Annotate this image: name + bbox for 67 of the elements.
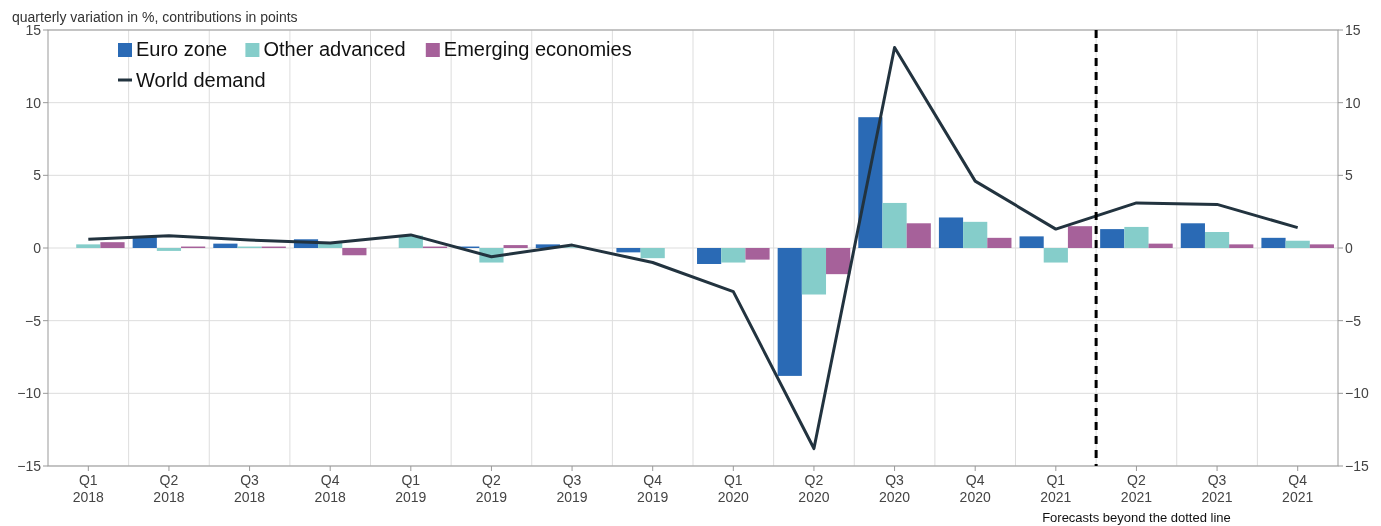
x-tick-label: Q3 2018 [233, 472, 266, 505]
bar [342, 248, 367, 256]
y-tick-label: −10 [17, 385, 42, 402]
x-tick-label: Q3 2019 [556, 472, 588, 505]
legend-label: World demand [136, 69, 266, 91]
bar [801, 248, 827, 295]
legend-label: Other advanced [263, 38, 406, 60]
bar [640, 248, 665, 259]
bar [1261, 237, 1286, 248]
x-tick-label: Q2 2019 [475, 472, 508, 505]
y2-tick-label: 5 [1345, 167, 1353, 184]
x-tick-label: Q4 2018 [314, 472, 346, 505]
y-tick-label: 0 [33, 240, 42, 256]
y2-tick-label: −5 [1345, 312, 1362, 329]
bar [76, 244, 101, 248]
bar [987, 237, 1012, 248]
bar [938, 217, 964, 248]
bar [156, 248, 182, 251]
bar [616, 248, 641, 253]
bar [697, 248, 722, 264]
y-tick-label: −5 [25, 312, 42, 329]
y2-tick-label: 15 [1345, 22, 1361, 38]
bar [1148, 243, 1173, 248]
bar [1124, 226, 1149, 248]
y-tick-label: 5 [33, 167, 42, 184]
chart-subtitle: quarterly variation in %, contributions in points [12, 9, 298, 25]
bar [963, 221, 988, 248]
x-tick-label: Q1 2019 [395, 472, 427, 505]
x-tick-label: Q4 2021 [1282, 472, 1314, 505]
bar [100, 242, 125, 248]
x-tick-label: Q3 2021 [1201, 472, 1233, 505]
x-tick-label: Q4 2020 [959, 472, 991, 505]
y-tick-label: 10 [25, 94, 42, 111]
bar [1204, 232, 1230, 248]
text: Forecasts beyond the dotted line [1042, 510, 1231, 525]
bar [1229, 244, 1254, 248]
bar [213, 243, 238, 248]
bar [1100, 229, 1125, 248]
x-tick-label: Q2 2021 [1120, 472, 1153, 505]
bar [1043, 248, 1068, 263]
x-tick-label: Q4 2019 [637, 472, 669, 505]
y2-tick-label: 0 [1345, 240, 1353, 256]
bar [1067, 226, 1093, 248]
y-tick-label: 15 [25, 22, 42, 38]
bar [503, 245, 528, 248]
x-tick-label: Q2 2020 [798, 472, 830, 505]
bar [1285, 240, 1310, 248]
legend-label: Euro zone [136, 38, 228, 60]
y2-tick-label: 10 [1345, 94, 1361, 111]
y-tick-label: −15 [17, 458, 42, 474]
bar [777, 248, 802, 376]
bar [745, 248, 770, 260]
bar [1180, 223, 1205, 248]
x-tick-label: Q2 2018 [153, 472, 185, 505]
x-tick-label: Q1 2018 [72, 472, 105, 505]
bar [721, 248, 746, 263]
bar [1309, 244, 1334, 248]
y2-tick-label: −10 [1345, 385, 1369, 402]
x-tick-label: Q1 2020 [717, 472, 750, 505]
bar [1019, 236, 1044, 248]
y2-tick-label: −15 [1345, 458, 1369, 474]
bar [906, 223, 931, 248]
x-tick-label: Q3 2020 [878, 472, 911, 505]
legend-label: Emerging economies [443, 38, 632, 60]
x-tick-label: Q1 2021 [1040, 472, 1072, 505]
bar [826, 248, 851, 275]
bar [882, 202, 907, 248]
